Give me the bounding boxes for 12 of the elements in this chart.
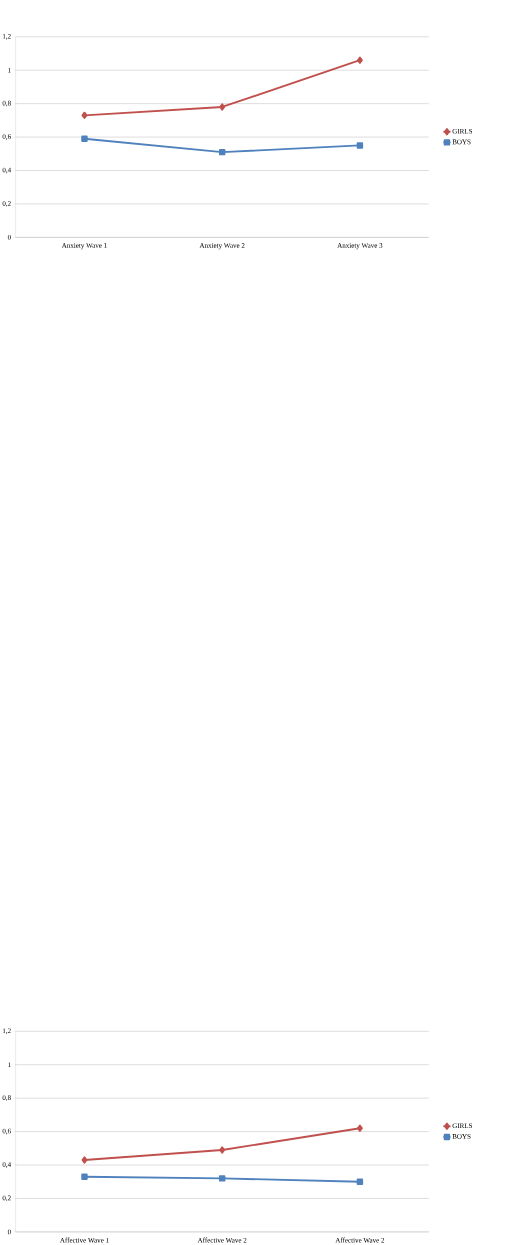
point (81, 111, 88, 119)
point (219, 1146, 226, 1154)
point (357, 1124, 363, 1132)
point (357, 56, 363, 64)
point (219, 1175, 226, 1182)
point (219, 148, 226, 156)
point (81, 135, 88, 142)
point (356, 142, 364, 149)
point (356, 1178, 364, 1185)
point (81, 1156, 88, 1164)
point (219, 103, 226, 111)
point (81, 1173, 88, 1180)
